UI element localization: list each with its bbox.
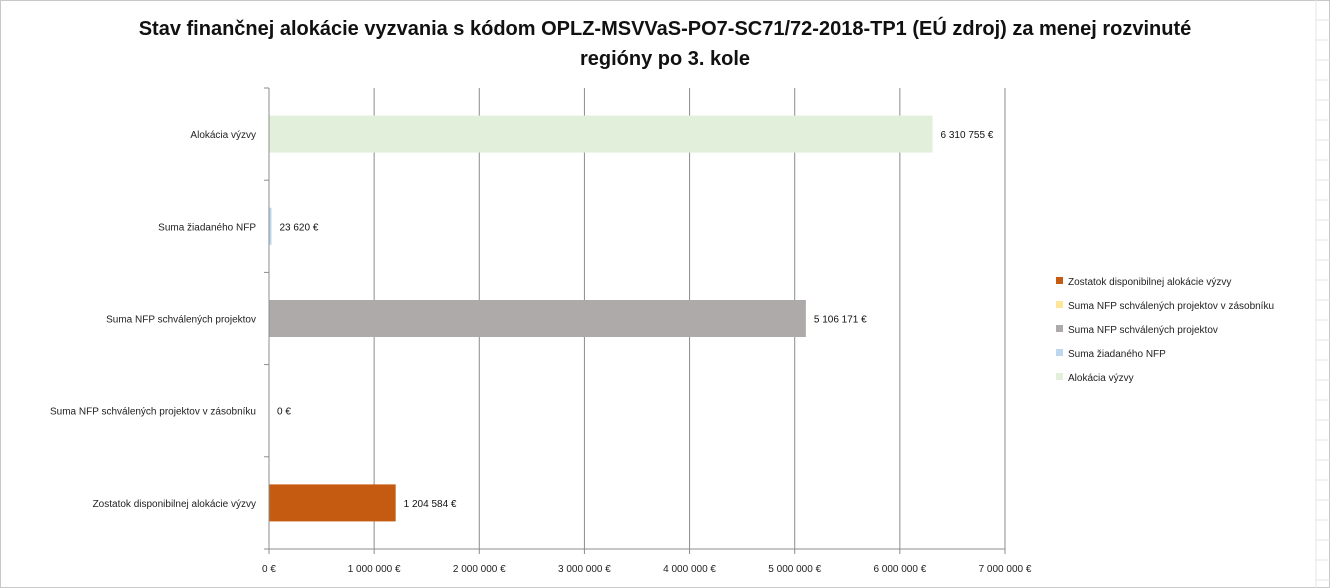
legend-label: Alokácia výzvy: [1068, 373, 1134, 384]
data-label: 23 620 €: [279, 222, 318, 233]
legend-swatch: [1056, 277, 1063, 284]
data-label: 6 310 755 €: [941, 130, 994, 141]
data-label: 0 €: [277, 407, 291, 418]
category-label: Alokácia výzvy: [190, 130, 256, 141]
category-label: Suma NFP schválených projektov v zásobní…: [50, 407, 256, 418]
x-tick-label: 1 000 000 €: [348, 564, 401, 575]
category-label: Suma NFP schválených projektov: [106, 315, 256, 326]
legend-swatch: [1056, 325, 1063, 332]
labels: 0 € 1 000 000 € 2 000 000 € 3 000 000 € 4 00…: [50, 130, 1032, 575]
bar: [269, 300, 806, 337]
legend-label: Suma NFP schválených projektov v zásobní…: [1068, 301, 1274, 312]
x-tick-label: 3 000 000 €: [558, 564, 611, 575]
category-label: Zostatok disponibilnej alokácie výzvy: [93, 499, 256, 510]
legend-swatch: [1056, 349, 1063, 356]
x-tick-label: 5 000 000 €: [768, 564, 821, 575]
bar: [269, 207, 272, 245]
legend-label: Suma žiadaného NFP: [1068, 349, 1166, 360]
legend-label: Zostatok disponibilnej alokácie výzvy: [1068, 277, 1231, 288]
legend: Zostatok disponibilnej alokácie výzvy Sum…: [1056, 277, 1274, 384]
category-label: Suma žiadaného NFP: [158, 222, 256, 233]
x-tick-label: 0 €: [262, 564, 276, 575]
legend-label: Suma NFP schválených projektov: [1068, 325, 1218, 336]
bars: [269, 115, 933, 522]
legend-swatch: [1056, 301, 1063, 308]
chart-title: Stav finančnej alokácie vyzvania s kódom…: [138, 18, 1192, 70]
bar: [269, 484, 396, 522]
legend-swatch: [1056, 373, 1063, 380]
bar: [269, 115, 933, 153]
data-label: 1 204 584 €: [404, 499, 457, 510]
data-label: 5 106 171 €: [814, 315, 867, 326]
x-tick-label: 6 000 000 €: [873, 564, 926, 575]
x-tick-label: 4 000 000 €: [663, 564, 716, 575]
axes: [264, 87, 1006, 554]
x-tick-label: 7 000 000 €: [979, 564, 1032, 575]
x-tick-label: 2 000 000 €: [453, 564, 506, 575]
